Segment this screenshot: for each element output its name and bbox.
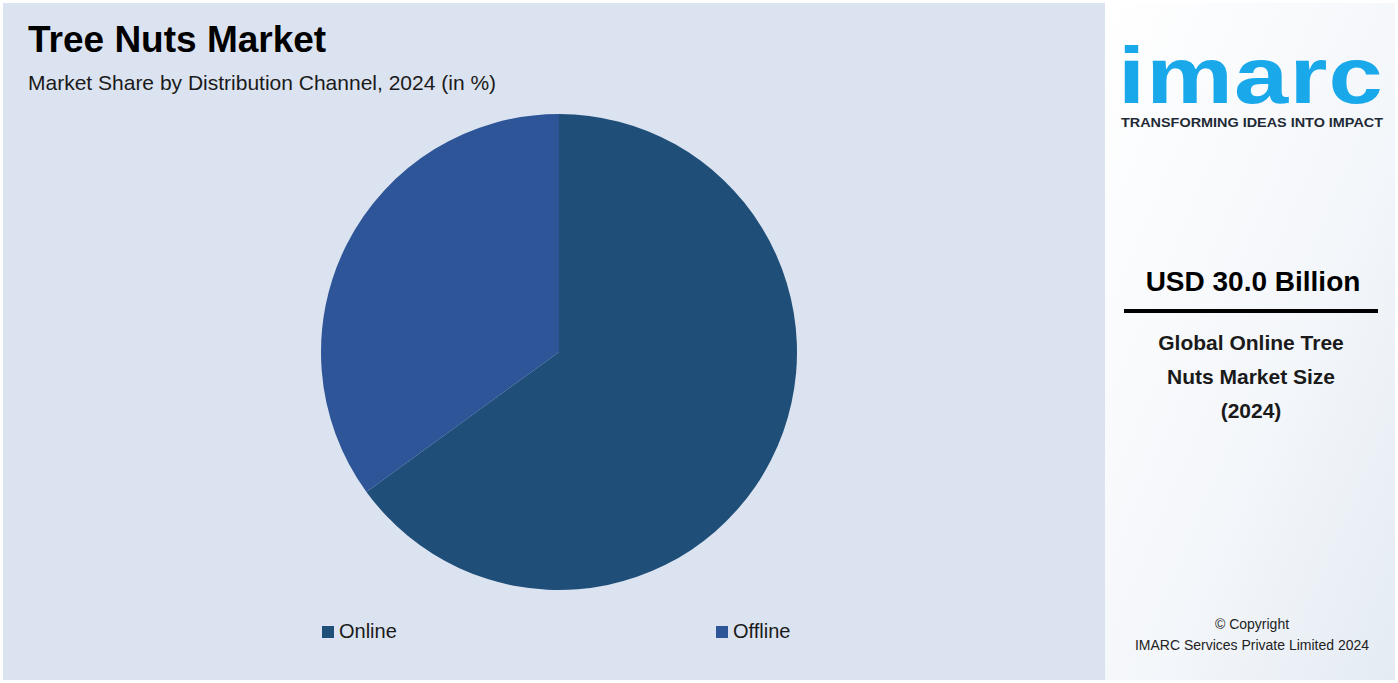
copyright: IMARC Services Private Limited 2024 [1135,637,1369,653]
legend-label: Offline [733,620,790,642]
legend-swatch [322,626,334,638]
chart-background [3,3,1105,680]
brand-tagline: TRANSFORMING IDEAS INTO IMPACT [1121,115,1383,130]
legend: Online Offline [322,620,790,642]
copyright: © Copyright [1215,616,1289,632]
pie-slice [321,114,559,492]
headline-caption: (2024) [1221,399,1282,422]
brand-panel [1105,3,1395,680]
chart-subtitle: Market Share by Distribution Channel, 20… [28,71,496,94]
headline-rule [1124,309,1378,313]
legend-swatch [716,626,728,638]
chart-title: Tree Nuts Market [28,19,326,60]
brand-logo: imarc [1118,31,1384,120]
pie [321,114,797,590]
legend-label: Online [339,620,397,642]
page-background [0,0,1398,683]
headline-value: USD 30.0 Billion [1146,266,1361,297]
headline-caption: Global Online Tree [1158,331,1344,354]
headline-caption: Nuts Market Size [1167,365,1335,388]
